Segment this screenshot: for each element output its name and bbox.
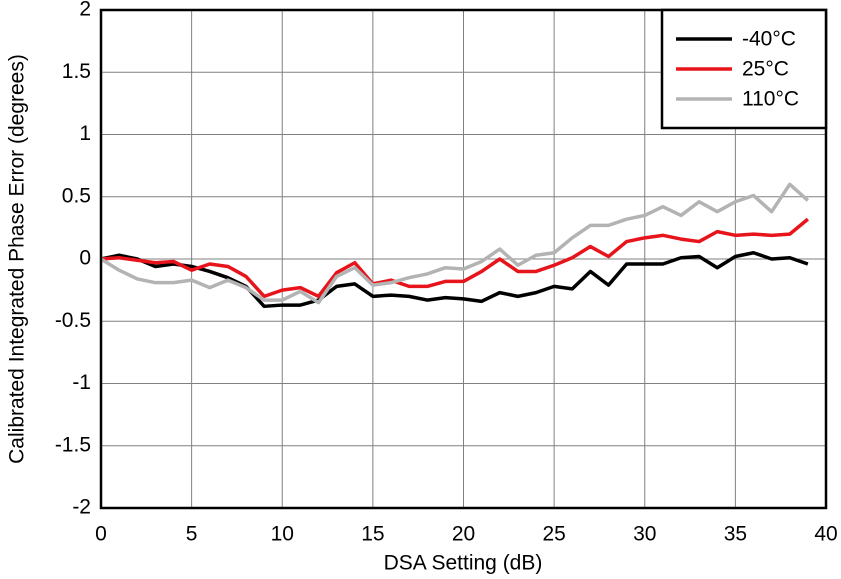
x-tick-label: 0 [95, 523, 107, 546]
x-tick-label: 25 [542, 523, 565, 546]
y-tick-label: 1.5 [62, 60, 91, 83]
data-line [100, 217, 809, 299]
data-line [100, 182, 810, 305]
x-tick-label: 5 [186, 523, 198, 546]
x-tick-label: 35 [724, 523, 747, 546]
legend-label: 25°C [742, 58, 789, 81]
y-tick-label: 2 [79, 0, 91, 21]
y-tick-label: -1 [72, 371, 91, 394]
plot-frame [99, 8, 828, 510]
legend-label: -40°C [742, 28, 796, 51]
x-tick-label: 30 [633, 523, 656, 546]
y-tick-label: 0.5 [62, 184, 91, 207]
y-tick-label: -0.5 [55, 309, 91, 332]
x-axis-label: DSA Setting (dB) [384, 552, 543, 575]
y-tick-label: 0 [79, 247, 91, 270]
y-tick-label: 1 [79, 122, 91, 145]
data-line [100, 251, 809, 309]
x-tick-label: 10 [271, 523, 294, 546]
y-axis-label: Calibrated Integrated Phase Error (degre… [6, 54, 29, 464]
x-tick-label: 15 [361, 523, 384, 546]
x-tick-label: 20 [452, 523, 475, 546]
y-tick-label: -2 [72, 496, 91, 519]
legend-label: 110°C [742, 88, 799, 111]
x-tick-label: 40 [814, 523, 837, 546]
y-tick-label: -1.5 [55, 433, 91, 456]
